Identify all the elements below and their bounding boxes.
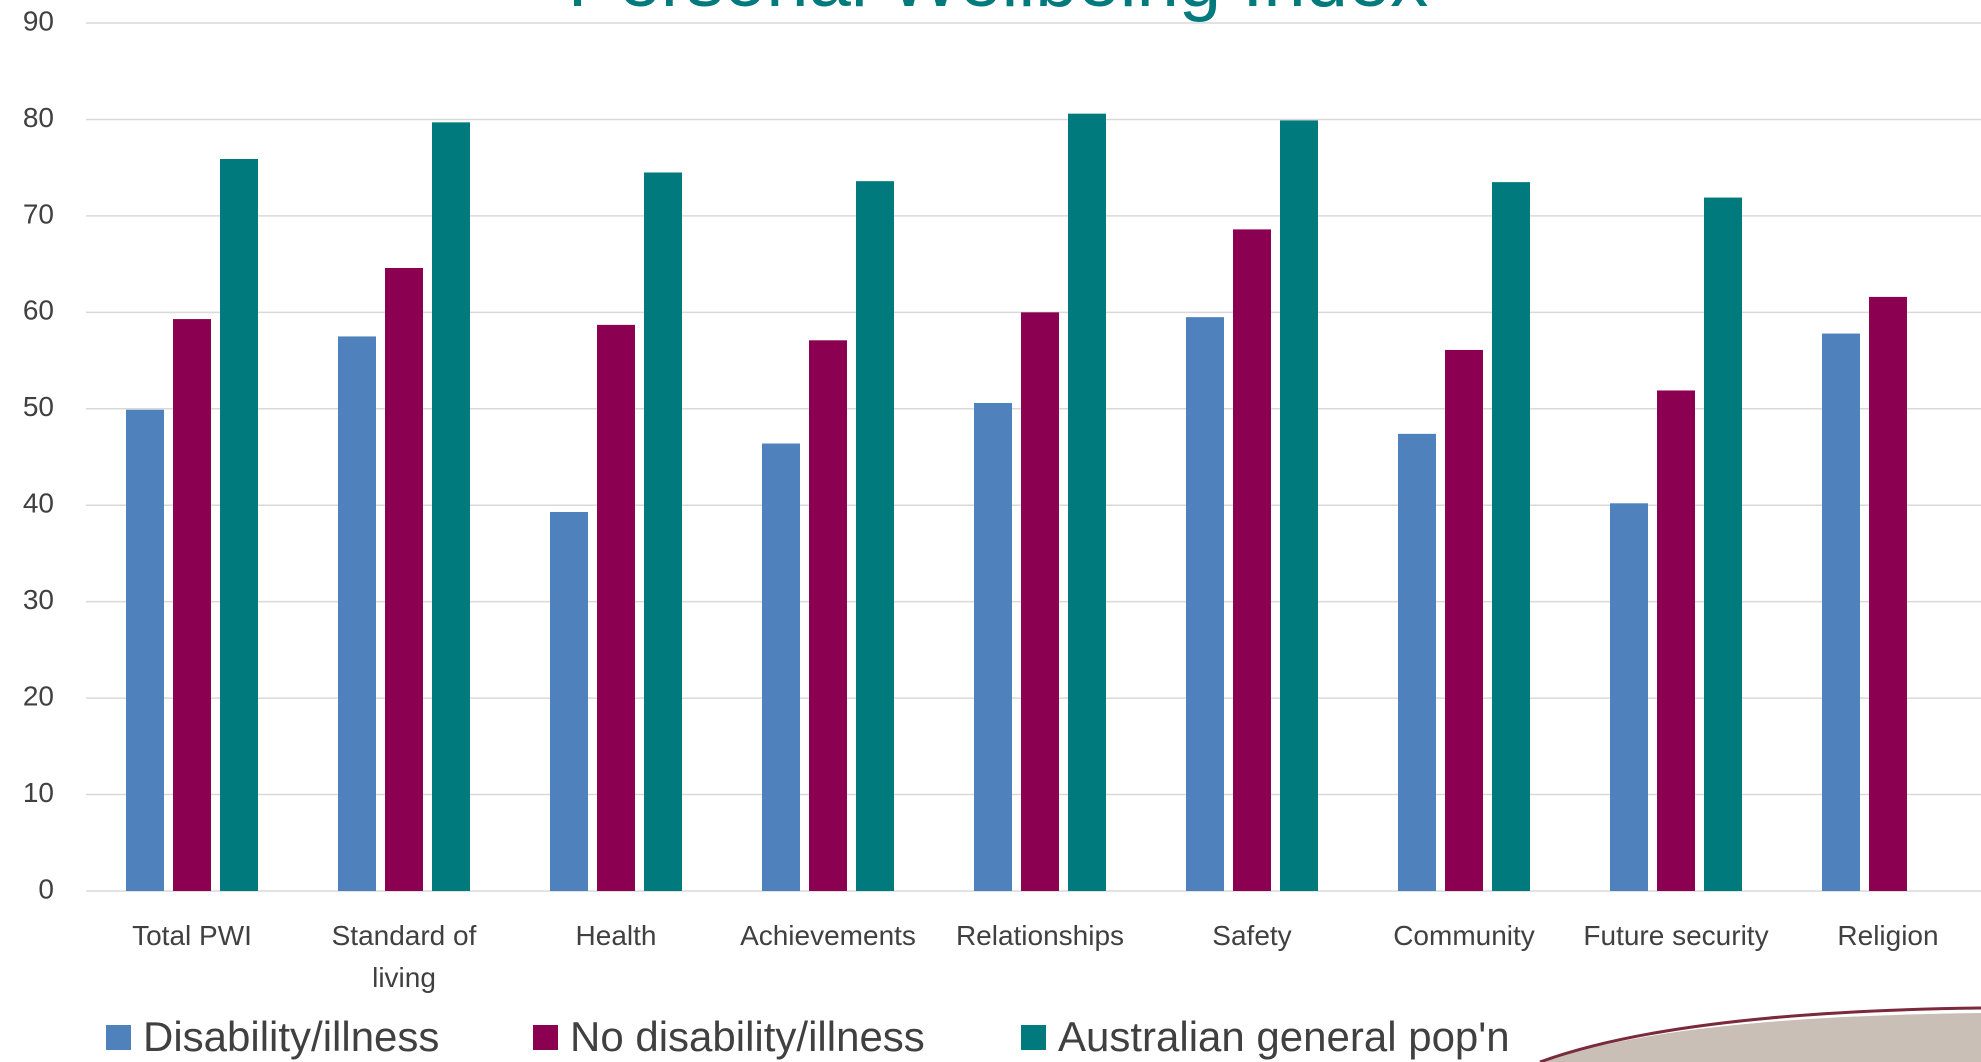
bar <box>1492 182 1530 891</box>
bar <box>432 122 470 891</box>
x-tick-label: Relationships <box>940 915 1140 957</box>
y-tick-label: 10 <box>23 777 54 808</box>
bar <box>1657 390 1695 891</box>
bar <box>1704 198 1742 891</box>
bar <box>1068 114 1106 891</box>
bar <box>762 443 800 891</box>
x-tick-label: Achievements <box>728 915 928 957</box>
bar <box>338 336 376 891</box>
y-tick-label: 80 <box>23 102 54 133</box>
bar <box>1398 434 1436 891</box>
y-tick-label: 60 <box>23 295 54 326</box>
legend-item: Disability/illness <box>106 1012 439 1062</box>
y-tick-label: 0 <box>38 873 54 904</box>
x-tick-label: Future security <box>1576 915 1776 957</box>
x-tick-label: Standard of living <box>304 915 504 999</box>
y-tick-label: 50 <box>23 391 54 422</box>
bar <box>126 410 164 891</box>
legend-label: Australian general pop'n <box>1058 1013 1510 1061</box>
y-tick-label: 30 <box>23 584 54 615</box>
bar <box>644 172 682 891</box>
bar <box>220 159 258 891</box>
y-tick-label: 70 <box>23 198 54 229</box>
x-tick-label: Total PWI <box>92 915 292 957</box>
bar <box>1822 334 1860 891</box>
legend-swatch <box>1021 1025 1046 1050</box>
bar <box>1280 120 1318 891</box>
legend-item: Australian general pop'n <box>1021 1012 1510 1062</box>
y-tick-label: 20 <box>23 681 54 712</box>
bar <box>1610 503 1648 891</box>
bar <box>809 340 847 891</box>
bar <box>1233 229 1271 891</box>
chart-title: Personal Wellbeing Index <box>568 0 1428 23</box>
legend-swatch <box>533 1025 558 1050</box>
x-tick-label: Safety <box>1152 915 1352 957</box>
x-tick-label: Health <box>516 915 716 957</box>
bar <box>385 268 423 891</box>
legend-label: Disability/illness <box>143 1013 439 1061</box>
bar <box>974 403 1012 891</box>
x-tick-label: Religion <box>1788 915 1981 957</box>
bar <box>856 181 894 891</box>
y-tick-label: 90 <box>23 5 54 36</box>
bar <box>1445 350 1483 891</box>
bar <box>597 325 635 891</box>
bar <box>1869 297 1907 891</box>
chart: Personal Wellbeing Index 0 10 20 30 40 50 60 70… <box>0 0 1981 1062</box>
bar <box>550 512 588 891</box>
bar <box>173 319 211 891</box>
page: {"chart_data": {"type": "bar", "title": … <box>0 0 1981 1062</box>
x-tick-label: Community <box>1364 915 1564 957</box>
y-tick-label: 40 <box>23 488 54 519</box>
legend-item: No disability/illness <box>533 1012 925 1062</box>
legend-swatch <box>106 1025 131 1050</box>
legend-label: No disability/illness <box>570 1013 925 1061</box>
bar <box>1021 312 1059 891</box>
bar <box>1186 317 1224 891</box>
